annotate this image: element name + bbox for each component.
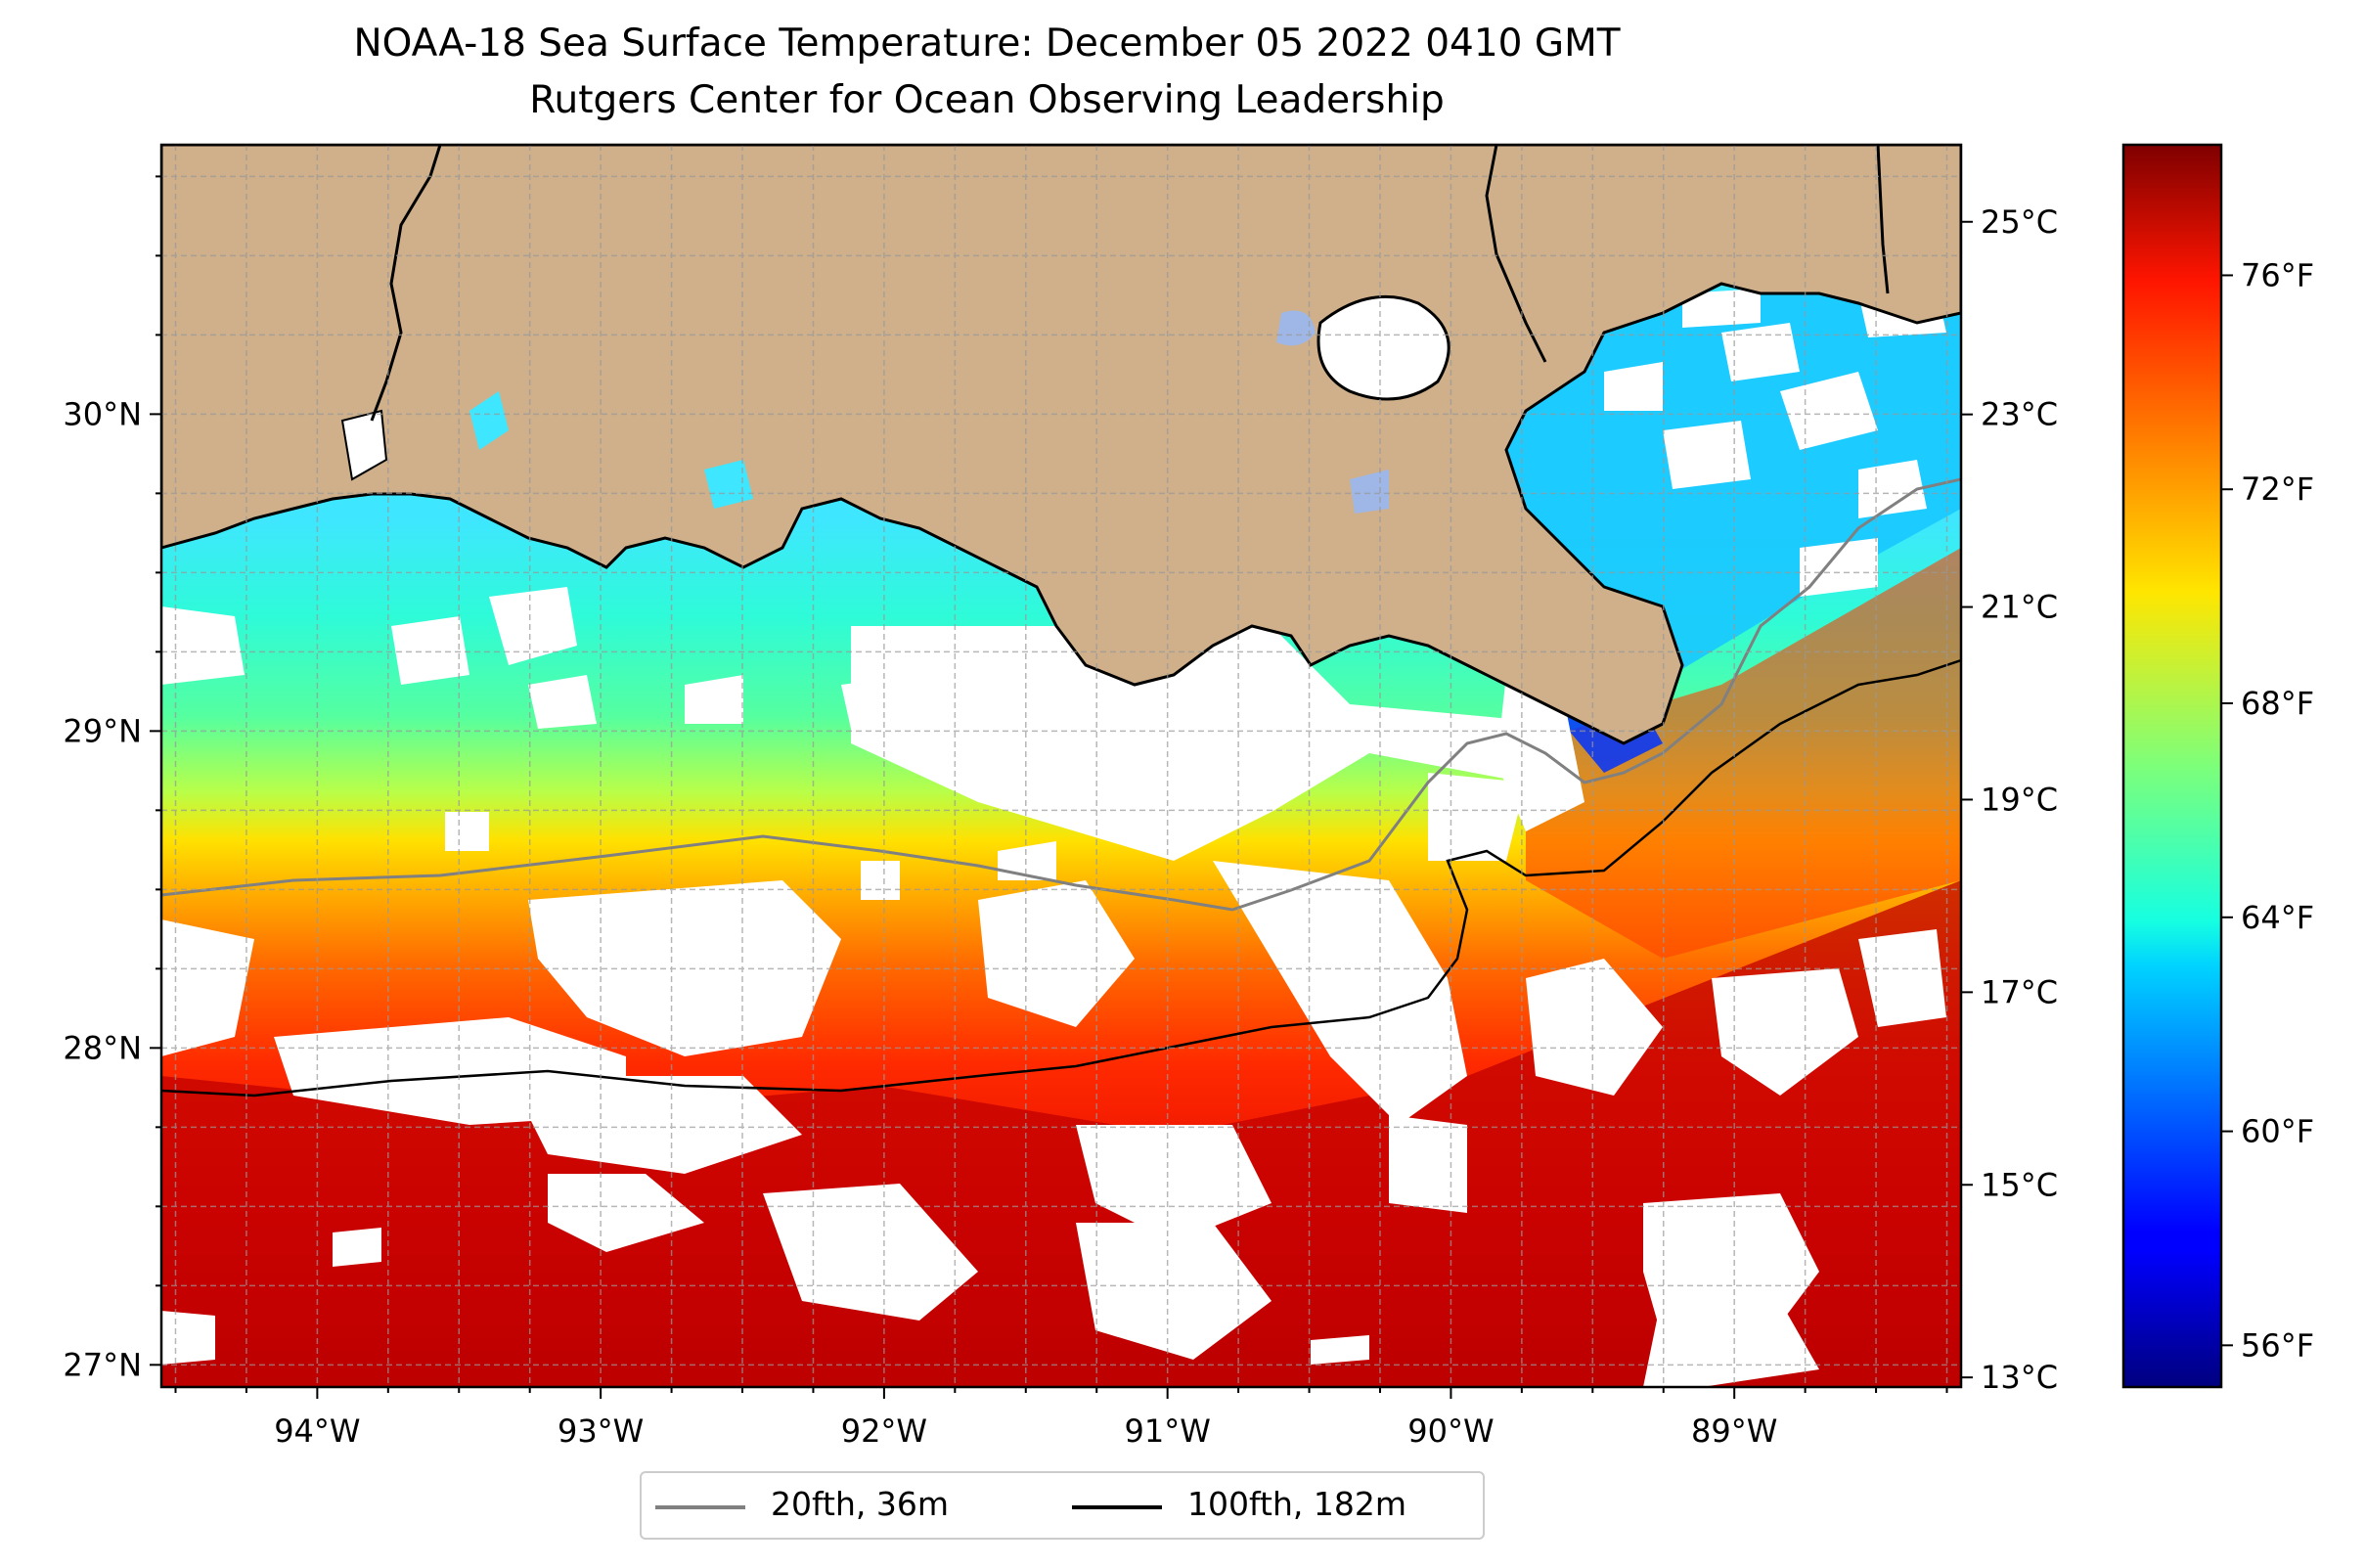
- gridlines: [161, 145, 1961, 1387]
- legend-label-100fth: 100fth, 182m: [1187, 1485, 1406, 1523]
- legend: 20fth, 36m 100fth, 182m: [640, 1471, 1485, 1540]
- fahrenheit-tick-label: 56°F: [2241, 1326, 2314, 1364]
- y-tick-label: 28°N: [63, 1029, 142, 1066]
- lake: [469, 391, 509, 450]
- state-border: [1876, 145, 1890, 294]
- celsius-tick-label: 17°C: [1981, 973, 2058, 1010]
- fahrenheit-tick-label: 60°F: [2241, 1113, 2314, 1150]
- x-tick-label: 92°W: [841, 1412, 927, 1450]
- warm-water-region: [161, 880, 1961, 1387]
- state-border: [1485, 145, 1547, 363]
- colorbar-fahrenheit-axis: 76°F 72°F 68°F 64°F 60°F 56°F: [2221, 256, 2314, 1364]
- celsius-tick-label: 21°C: [1981, 589, 2058, 626]
- y-tick-label: 30°N: [63, 395, 142, 432]
- fahrenheit-tick-label: 76°F: [2241, 256, 2314, 293]
- legend-label-20fth: 20fth, 36m: [771, 1485, 949, 1523]
- contour-100fth: [161, 658, 1961, 1098]
- fahrenheit-tick-label: 68°F: [2241, 685, 2314, 722]
- colorbar-celsius-axis: 25°C 23°C 21°C 19°C 17°C 15°C 13°C: [1961, 203, 2058, 1396]
- contour-20fth: [161, 477, 1961, 912]
- land-mass: [161, 145, 1961, 745]
- y-tick-label: 29°N: [63, 712, 142, 749]
- lake-pontchartrain: [1316, 294, 1450, 401]
- x-tick-label: 89°W: [1691, 1412, 1777, 1450]
- fahrenheit-tick-label: 72°F: [2241, 470, 2314, 508]
- lake: [704, 460, 753, 509]
- fahrenheit-tick-label: 64°F: [2241, 899, 2314, 936]
- x-axis: 94°W 93°W 92°W 91°W 90°W 89°W: [174, 1387, 1948, 1450]
- warm-water-region: [1526, 548, 1961, 959]
- celsius-tick-label: 13°C: [1981, 1359, 2058, 1396]
- y-tick-label: 27°N: [63, 1346, 142, 1383]
- x-tick-label: 94°W: [274, 1412, 360, 1450]
- celsius-tick-label: 15°C: [1981, 1166, 2058, 1203]
- celsius-tick-label: 19°C: [1981, 781, 2058, 818]
- lake: [1350, 470, 1389, 514]
- x-tick-label: 90°W: [1407, 1412, 1494, 1450]
- colorbar: [2121, 143, 2223, 1389]
- celsius-tick-label: 25°C: [1981, 203, 2058, 241]
- legend-swatch-20fth: [655, 1505, 745, 1509]
- x-tick-label: 93°W: [558, 1412, 644, 1450]
- lake: [1276, 310, 1316, 346]
- map-area: [161, 145, 1961, 1387]
- x-tick-label: 91°W: [1124, 1412, 1210, 1450]
- celsius-tick-label: 23°C: [1981, 396, 2058, 433]
- map-title: NOAA-18 Sea Surface Temperature: Decembe…: [353, 22, 1621, 66]
- legend-swatch-100fth: [1072, 1505, 1162, 1509]
- y-axis: 27°N 28°N 29°N 30°N: [63, 175, 161, 1383]
- map-frame: [159, 143, 1963, 1389]
- map-subtitle: Rutgers Center for Ocean Observing Leade…: [529, 78, 1445, 122]
